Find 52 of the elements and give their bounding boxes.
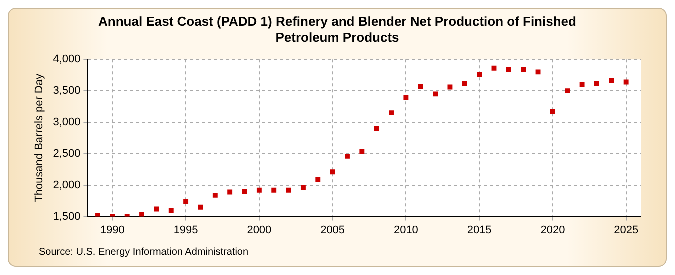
point [330,170,336,175]
point [462,81,468,86]
y-tick-label: 2,000 [53,179,81,192]
point [272,188,277,193]
point [404,95,409,100]
point [448,84,453,90]
point [168,208,174,213]
point [140,212,144,217]
source-note: Source: U.S. Energy Information Administration [39,247,249,258]
point [212,192,218,198]
x-tick-label: 2005 [320,224,346,236]
point [550,109,556,114]
point [418,84,424,90]
y-tick-label: 1,500 [53,210,81,223]
y-tick-label: 3,000 [53,116,81,129]
x-tick-label: 2010 [394,224,418,236]
point [565,88,570,94]
point [609,78,614,84]
point [506,67,512,72]
point [594,81,600,86]
x-tick-label: 1990 [100,224,125,236]
point [228,190,233,195]
point [624,80,629,85]
x-tick-label: 2025 [614,224,639,236]
chart-title: Annual East Coast (PADD 1) Refinery and Blender Net Production of Finished Petroleum Products [98,13,578,47]
point [389,110,394,116]
x-tick-label: 2020 [540,224,566,236]
point [198,204,204,210]
point [360,150,365,155]
point [300,185,306,190]
y-tick-label: 2,500 [53,148,81,160]
y-axis-title: Thousand Barrels per Day [34,74,46,202]
point [580,82,585,88]
point [256,188,262,193]
point [286,188,292,193]
point [536,70,541,75]
x-tick-label: 1995 [174,224,198,236]
point [521,67,526,72]
point [433,92,438,97]
point [492,66,497,71]
point [96,213,100,217]
point [242,189,248,194]
x-tick-label: 2000 [247,224,272,236]
point [477,72,482,78]
x-tick-label: 2015 [467,224,492,236]
y-tick-label: 4,000 [53,54,81,66]
point [345,154,350,159]
point [374,126,380,132]
point [184,199,189,204]
point [316,177,321,182]
y-tick-label: 3,500 [53,85,81,98]
point [154,206,160,212]
